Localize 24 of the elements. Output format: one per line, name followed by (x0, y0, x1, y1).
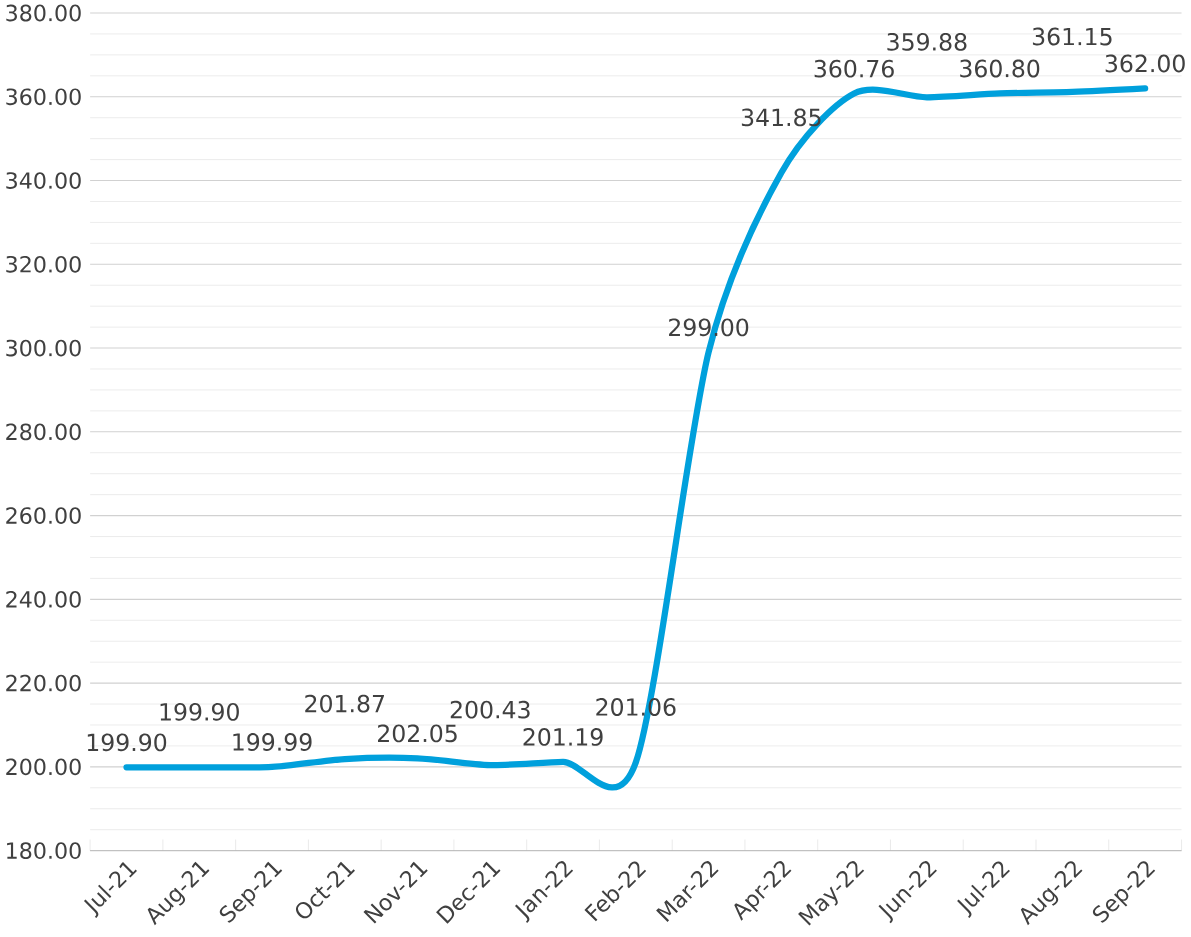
data-label: 199.90 (87, 733, 167, 752)
y-tick-label: 240.00 (6, 591, 81, 608)
data-label: 360.80 (960, 59, 1040, 78)
y-tick-label: 220.00 (6, 674, 81, 692)
data-label: 201.87 (305, 694, 384, 713)
y-tick-label: 300.00 (6, 339, 81, 357)
y-tick-label: 260.00 (6, 507, 81, 525)
data-label: 201.19 (523, 728, 603, 746)
data-label: 199.90 (160, 703, 239, 721)
y-tick-label: 280.00 (6, 423, 81, 441)
y-tick-label: 340.00 (6, 172, 81, 190)
data-label: 361.15 (1032, 27, 1112, 46)
data-label: 341.85 (741, 108, 821, 127)
y-tick-label: 180.00 (7, 842, 81, 860)
y-tick-label: 320.00 (6, 256, 81, 273)
y-tick-label: 360.00 (6, 88, 81, 106)
y-tick-label: 380.00 (6, 4, 81, 22)
data-label: 199.99 (233, 733, 312, 752)
data-label: 362.00 (1105, 54, 1185, 73)
data-label: 200.43 (450, 700, 530, 719)
data-label: 360.76 (814, 59, 894, 78)
data-label: 202.05 (378, 724, 457, 743)
y-tick-label: 200.00 (6, 758, 81, 776)
data-label: 359.88 (887, 33, 967, 51)
